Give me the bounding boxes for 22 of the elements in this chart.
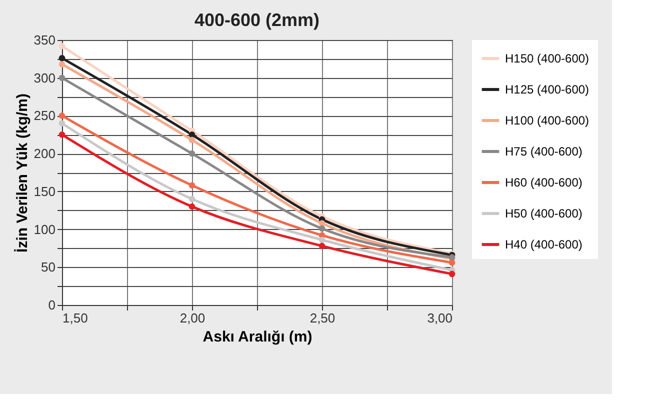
x-axis-title: Askı Aralığı (m) (202, 328, 312, 346)
y-tick-label: 250 (34, 108, 56, 124)
y-tick-label: 0 (48, 298, 56, 312)
y-tick-label: 50 (41, 260, 56, 275)
legend-label: H60 (400-600) (505, 176, 582, 190)
legend-label: H125 (400-600) (505, 82, 590, 96)
y-tick-label: 350 (34, 32, 56, 48)
legend-label: H150 (400-600) (505, 52, 590, 66)
x-tick-label: 1,50 (62, 310, 88, 326)
legend-label: H100 (400-600) (505, 114, 590, 128)
y-tick-label: 100 (34, 222, 56, 237)
x-tick-label: 2,50 (310, 310, 336, 326)
legend-label: H50 (400-600) (505, 206, 582, 220)
x-tick-label: 3,00 (427, 310, 452, 326)
y-tick-label: 150 (34, 184, 56, 199)
legend-label: H75 (400-600) (505, 144, 582, 158)
y-tick-label: 300 (34, 70, 56, 86)
y-axis-title: İzin Verilen Yük (kg/m) (14, 94, 31, 252)
chart-title: 400-600 (2mm) (194, 10, 320, 30)
x-tick-label: 2,00 (180, 310, 206, 326)
y-tick-label: 200 (34, 146, 56, 162)
legend-label: H40 (400-600) (505, 238, 582, 252)
